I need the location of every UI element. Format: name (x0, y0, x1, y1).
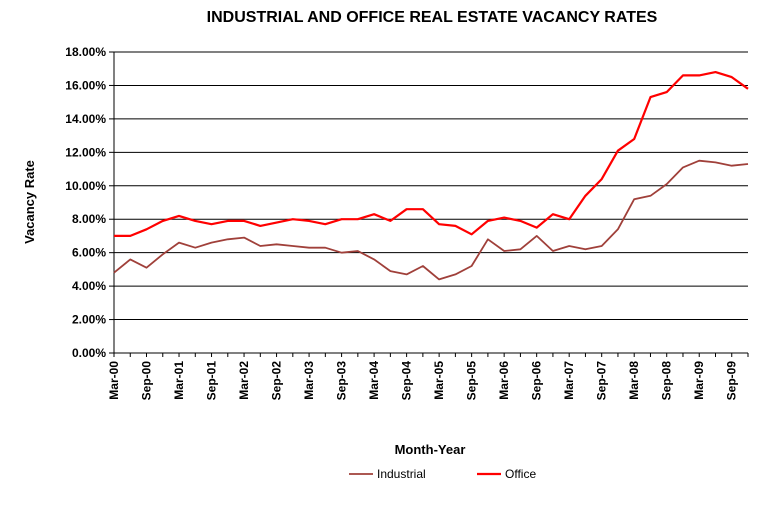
x-tick-label: Sep-05 (465, 361, 479, 401)
y-tick-label: 6.00% (72, 246, 106, 260)
x-tick-label: Sep-09 (725, 361, 739, 401)
y-axis-title: Vacancy Rate (22, 160, 37, 244)
x-tick-label: Mar-07 (562, 361, 576, 400)
legend: Industrial Office (349, 467, 536, 481)
legend-label-office: Office (505, 467, 536, 481)
chart-title: INDUSTRIAL AND OFFICE REAL ESTATE VACANC… (207, 9, 658, 26)
x-tick-label: Mar-06 (497, 361, 511, 400)
x-tick-label: Mar-01 (172, 361, 186, 400)
y-tick-label: 16.00% (65, 78, 106, 92)
x-tick-label: Sep-02 (270, 361, 284, 401)
x-tick-label: Mar-04 (367, 361, 381, 400)
x-tick-label: Sep-04 (400, 361, 414, 401)
x-tick-label: Sep-01 (205, 361, 219, 401)
y-tick-label: 4.00% (72, 279, 106, 293)
x-tick-label: Mar-09 (692, 361, 706, 400)
y-tick-label: 14.00% (65, 112, 106, 126)
gridlines (113, 51, 748, 354)
y-tick-label: 2.00% (72, 313, 106, 327)
x-tick-label: Mar-00 (107, 361, 121, 400)
x-tick-label: Sep-07 (595, 361, 609, 401)
x-axis-ticks: Mar-00 Sep-00 Mar-01 Sep-01 Mar-02 Sep-02 Mar-… (107, 353, 749, 401)
series-lines (113, 70, 749, 281)
x-tick-label: Sep-03 (335, 361, 349, 401)
x-tick-label: Mar-02 (237, 361, 251, 400)
x-axis-title: Month-Year (395, 442, 466, 457)
series-line-industrial (113, 159, 749, 281)
x-tick-label: Sep-06 (530, 361, 544, 401)
x-tick-label: Mar-03 (302, 361, 316, 400)
x-tick-label: Mar-08 (627, 361, 641, 400)
y-tick-label: 0.00% (72, 346, 106, 360)
y-tick-label: 8.00% (72, 212, 106, 226)
y-tick-label: 12.00% (65, 145, 106, 159)
x-tick-label: Mar-05 (432, 361, 446, 400)
x-tick-label: Sep-00 (140, 361, 154, 401)
y-axis-ticks: 0.00% 2.00% 4.00% 6.00% 8.00% 10.00% 12.00% 14.… (65, 45, 114, 360)
legend-label-industrial: Industrial (377, 467, 426, 481)
x-tick-label: Sep-08 (660, 361, 674, 401)
y-tick-label: 10.00% (65, 179, 106, 193)
series-line-office (114, 70, 749, 237)
y-tick-label: 18.00% (65, 45, 106, 59)
